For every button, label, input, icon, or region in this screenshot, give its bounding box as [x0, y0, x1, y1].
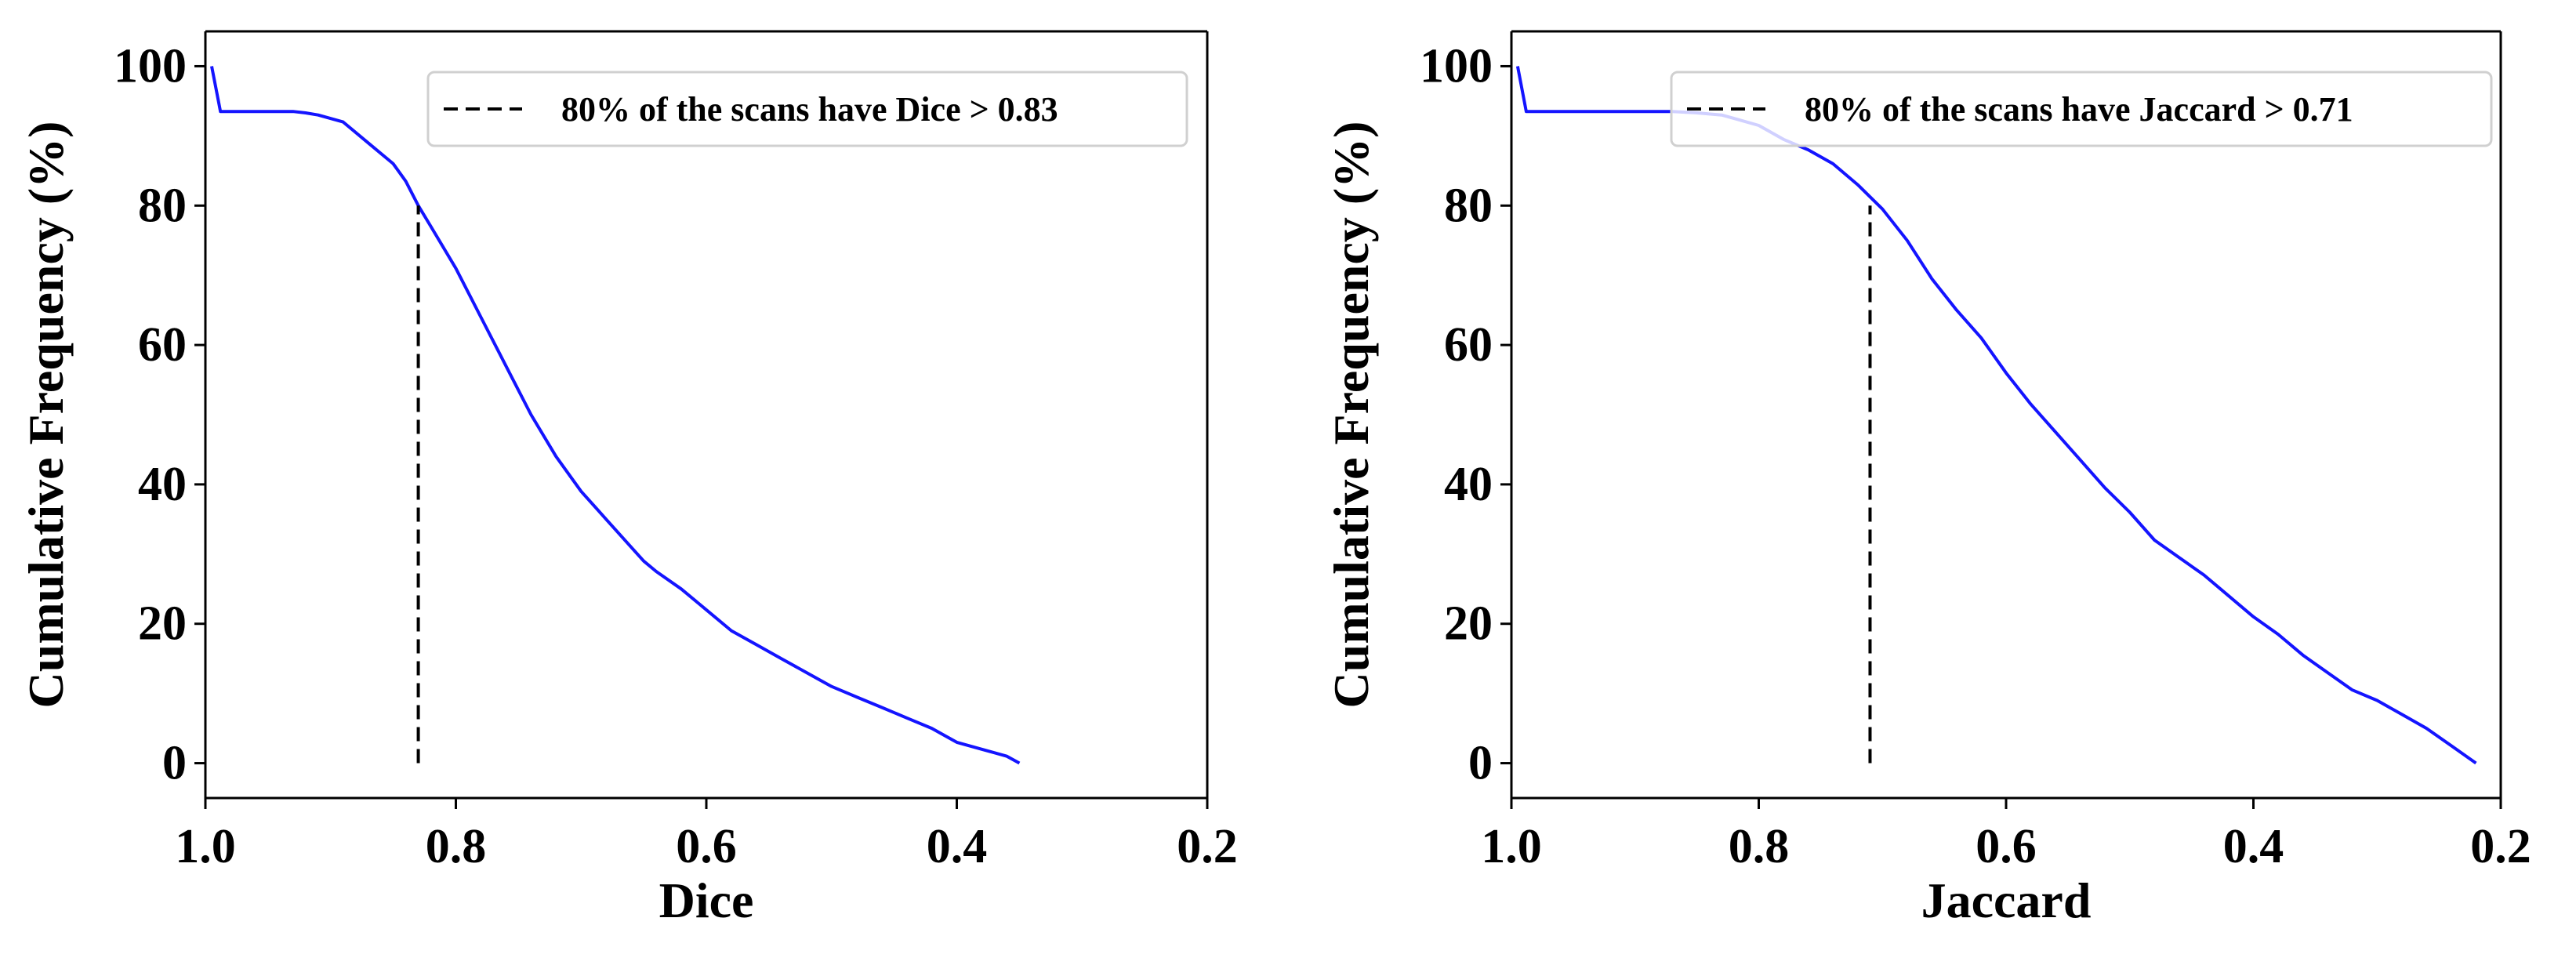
dice-cumulative-frequency-line	[210, 66, 1021, 765]
jaccard-x-tick-label: 0.2	[2470, 820, 2531, 873]
dice-chart-panel: 0 20 40 60 80 100 1.0 0.8 0.6 0.4 0.2 80…	[18, 30, 1238, 928]
jaccard-legend-label: 80% of the scans have Jaccard > 0.71	[1805, 90, 2353, 129]
dice-x-tick-label: 1.0	[175, 820, 236, 873]
dice-x-tick-label: 0.4	[927, 820, 988, 873]
jaccard-x-tick-label: 0.8	[1729, 820, 1790, 873]
dice-y-tick-label: 40	[138, 458, 187, 511]
dice-x-ticks: 1.0 0.8 0.6 0.4 0.2	[175, 798, 1238, 873]
dice-y-axis-label: Cumulative Frequency (%)	[18, 122, 74, 709]
dice-x-axis-label: Dice	[659, 872, 754, 928]
jaccard-y-tick-label: 80	[1444, 179, 1493, 232]
jaccard-x-tick-label: 0.4	[2223, 820, 2284, 873]
dice-y-tick-label: 0	[162, 737, 187, 790]
dice-y-tick-label: 60	[138, 318, 187, 372]
jaccard-legend-box	[1670, 71, 2493, 147]
dice-y-tick-label: 80	[138, 179, 187, 232]
jaccard-x-tick-label: 1.0	[1481, 820, 1542, 873]
jaccard-x-tick-label: 0.6	[1976, 820, 2037, 873]
dice-legend-label: 80% of the scans have Dice > 0.83	[561, 90, 1058, 129]
jaccard-y-tick-label: 60	[1444, 318, 1493, 372]
jaccard-y-ticks: 0 20 40 60 80 100	[1420, 39, 1511, 790]
jaccard-legend: 80% of the scans have Jaccard > 0.71	[1670, 71, 2493, 147]
jaccard-y-tick-label: 100	[1420, 39, 1493, 93]
dice-y-tick-label: 20	[138, 597, 187, 651]
dice-y-ticks: 0 20 40 60 80 100	[114, 39, 205, 790]
jaccard-cumulative-frequency-line	[1515, 66, 2477, 765]
jaccard-x-axis-label: Jaccard	[1921, 872, 2092, 928]
dice-x-tick-label: 0.6	[676, 820, 737, 873]
dice-y-tick-label: 100	[114, 39, 187, 93]
jaccard-y-tick-label: 0	[1468, 737, 1493, 790]
dice-legend-box	[426, 71, 1188, 147]
jaccard-chart-panel: 0 20 40 60 80 100 1.0 0.8 0.6 0.4 0.2 80…	[1323, 30, 2531, 928]
jaccard-y-axis-label: Cumulative Frequency (%)	[1323, 122, 1379, 709]
jaccard-y-tick-label: 40	[1444, 458, 1493, 511]
jaccard-x-ticks: 1.0 0.8 0.6 0.4 0.2	[1481, 798, 2531, 873]
dice-x-tick-label: 0.2	[1177, 820, 1238, 873]
jaccard-y-tick-label: 20	[1444, 597, 1493, 651]
dice-legend: 80% of the scans have Dice > 0.83	[426, 71, 1188, 147]
dice-x-tick-label: 0.8	[426, 820, 487, 873]
